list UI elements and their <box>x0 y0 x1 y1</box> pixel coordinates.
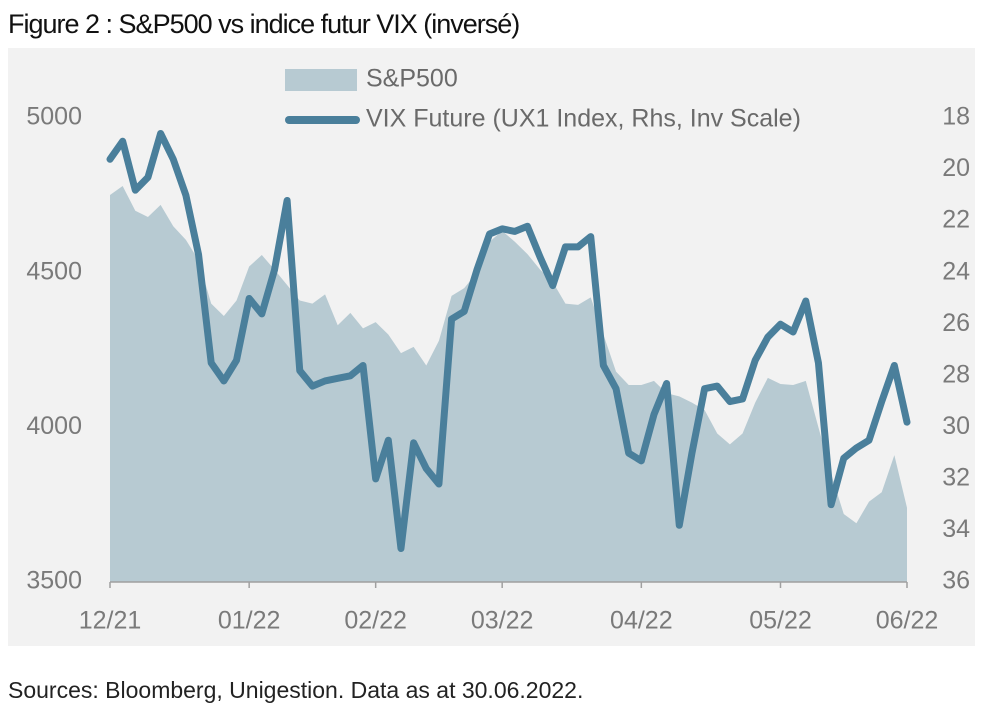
x-tick-label: 04/22 <box>610 607 673 635</box>
y2-tick-label: 18 <box>942 103 970 131</box>
line-series <box>106 129 911 552</box>
y-tick-label: 4000 <box>26 412 82 440</box>
area-series <box>110 186 907 582</box>
y-tick-label: 5000 <box>26 103 82 131</box>
x-tick-label: 01/22 <box>218 607 281 635</box>
legend-label: S&P500 <box>366 65 458 93</box>
y2-tick-label: 28 <box>942 360 970 388</box>
x-tick-label: 12/21 <box>79 607 142 635</box>
y2-tick-label: 36 <box>942 567 970 595</box>
legend-label: VIX Future (UX1 Index, Rhs, Inv Scale) <box>366 105 801 133</box>
y2-tick-label: 30 <box>942 412 970 440</box>
y2-tick-label: 20 <box>942 154 970 182</box>
x-tick-label: 02/22 <box>344 607 407 635</box>
y2-tick-label: 24 <box>942 257 970 285</box>
x-tick-label: 05/22 <box>749 607 812 635</box>
y-tick-label: 4500 <box>26 257 82 285</box>
x-tick-label: 03/22 <box>471 607 534 635</box>
y2-tick-label: 26 <box>942 309 970 337</box>
y2-tick-label: 22 <box>942 206 970 234</box>
y2-tick-label: 34 <box>942 515 970 543</box>
y-tick-label: 3500 <box>26 567 82 595</box>
y2-tick-label: 32 <box>942 463 970 491</box>
x-tick-label: 06/22 <box>876 607 939 635</box>
legend-swatch <box>285 69 357 91</box>
chart-title: Figure 2 : S&P500 vs indice futur VIX (i… <box>8 9 519 39</box>
source-note: Sources: Bloomberg, Unigestion. Data as … <box>8 677 583 703</box>
